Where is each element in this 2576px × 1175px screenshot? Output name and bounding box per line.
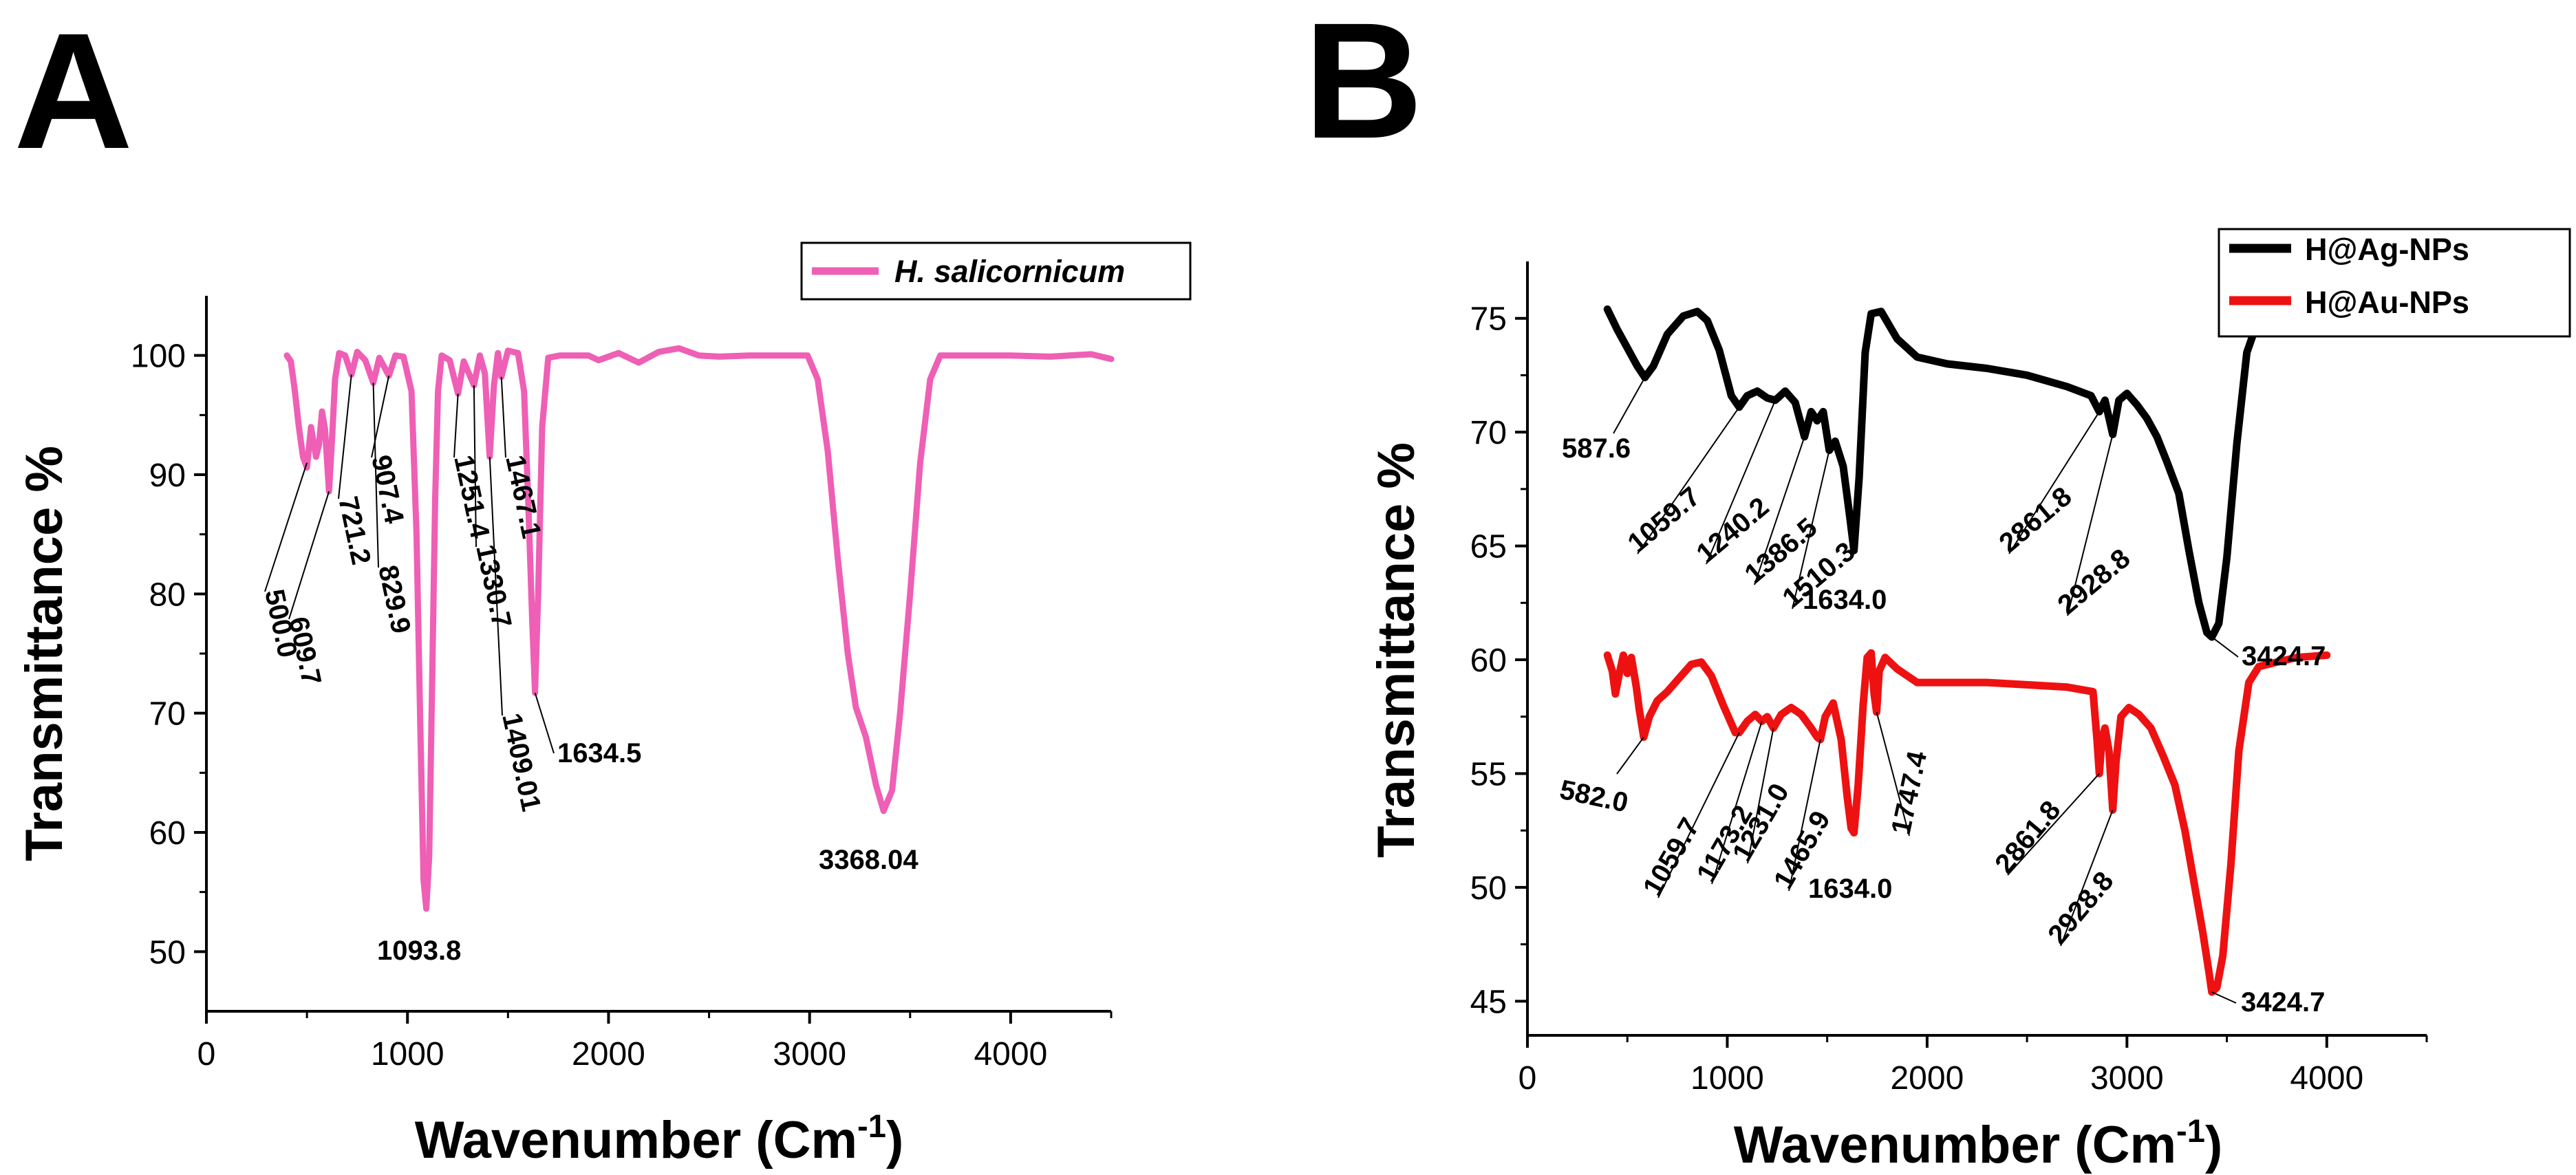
x-tick-label: 1000 <box>371 1036 444 1072</box>
y-tick-label: 50 <box>149 934 186 971</box>
x-tick-label: 3000 <box>773 1036 846 1072</box>
peak-leader-line <box>453 394 459 458</box>
peak-leader-line <box>1637 407 1740 554</box>
peak-leader-line <box>534 692 555 754</box>
y-tick-label: 55 <box>1470 756 1507 793</box>
y-axis-title: Transmittance % <box>15 446 74 861</box>
peak-leader-line <box>2007 773 2100 876</box>
x-tick-label: 3000 <box>2090 1060 2164 1097</box>
x-tick-label: 4000 <box>2290 1060 2363 1097</box>
peak-leader-line <box>288 491 330 620</box>
y-tick-label: 100 <box>131 338 186 375</box>
peak-leader-line <box>1616 736 1644 775</box>
y-tick-label: 45 <box>1470 984 1507 1020</box>
peak-leader-line <box>2211 991 2237 1004</box>
peak-leader-line <box>1754 436 1805 585</box>
peak-leader-line <box>1613 377 1646 434</box>
y-tick-label: 60 <box>149 815 186 852</box>
chart-a: 0 1000 2000 3000 4000 50 60 70 80 90 100 Wavenumber… <box>15 241 1192 1169</box>
peak-leader-line <box>1706 400 1777 565</box>
x-tick-label: 0 <box>197 1036 216 1072</box>
legend-entry: H. salicornicum <box>894 254 1125 289</box>
peak-label: 3424.7 <box>2241 987 2325 1017</box>
peak-leader-line <box>2211 636 2239 658</box>
y-tick-label: 65 <box>1470 529 1507 565</box>
y-tick-label: 80 <box>149 576 186 613</box>
peak-label: 1634.5 <box>557 738 641 768</box>
panel-letter-a: A <box>14 0 133 183</box>
peak-leader-line <box>1792 450 1830 610</box>
peak-leader-line <box>473 385 477 548</box>
x-tick-label: 1000 <box>1690 1060 1764 1097</box>
x-tick-label: 4000 <box>974 1036 1047 1072</box>
peak-label: 1634.0 <box>1808 874 1892 904</box>
legend-entry: H@Au-NPs <box>2305 285 2469 320</box>
x-axis-title: Wavenumber (Cm-1) <box>1734 1112 2223 1174</box>
peak-leader-line <box>338 374 352 499</box>
peak-label: 1634.0 <box>1803 585 1887 615</box>
legend-entry: H@Ag-NPs <box>2305 232 2469 267</box>
y-tick-label: 50 <box>1470 870 1507 907</box>
peak-leader-line <box>2060 810 2114 947</box>
peak-label: 3424.7 <box>2242 641 2326 671</box>
y-tick-label: 75 <box>1470 301 1507 338</box>
y-tick-label: 90 <box>149 457 186 494</box>
peak-leader-line <box>1876 711 1910 837</box>
y-axis-title: Transmittance % <box>1367 442 1426 858</box>
peak-leader-line <box>489 456 503 716</box>
x-axis-title: Wavenumber (Cm-1) <box>415 1108 904 1169</box>
y-tick-label: 70 <box>1470 415 1507 451</box>
x-tick-label: 2000 <box>1890 1060 1964 1097</box>
peak-leader-line <box>1747 728 1774 864</box>
peak-label: 587.6 <box>1562 433 1631 464</box>
peak-leader-line <box>1711 721 1763 885</box>
peak-leader-line <box>372 382 379 568</box>
peak-leader-line <box>1657 732 1740 898</box>
series-line-h-salicornicum <box>283 345 1115 912</box>
peak-label: 3368.04 <box>819 845 919 875</box>
series-line-h-au-nps <box>1603 649 2331 996</box>
x-tick-label: 0 <box>1518 1060 1537 1097</box>
peak-label: 1093.8 <box>377 936 461 966</box>
peak-leader-line <box>500 376 506 458</box>
series-line-h-ag-nps <box>1603 305 2331 641</box>
peak-leader-line <box>2008 411 2101 554</box>
peak-leader-line <box>264 462 308 592</box>
y-tick-label: 60 <box>1470 643 1507 679</box>
panel-letter-b: B <box>1304 0 1423 173</box>
peak-leader-line <box>2067 434 2114 616</box>
x-tick-label: 2000 <box>572 1036 645 1072</box>
peak-leader-line <box>1788 739 1821 892</box>
y-tick-label: 70 <box>149 696 186 733</box>
